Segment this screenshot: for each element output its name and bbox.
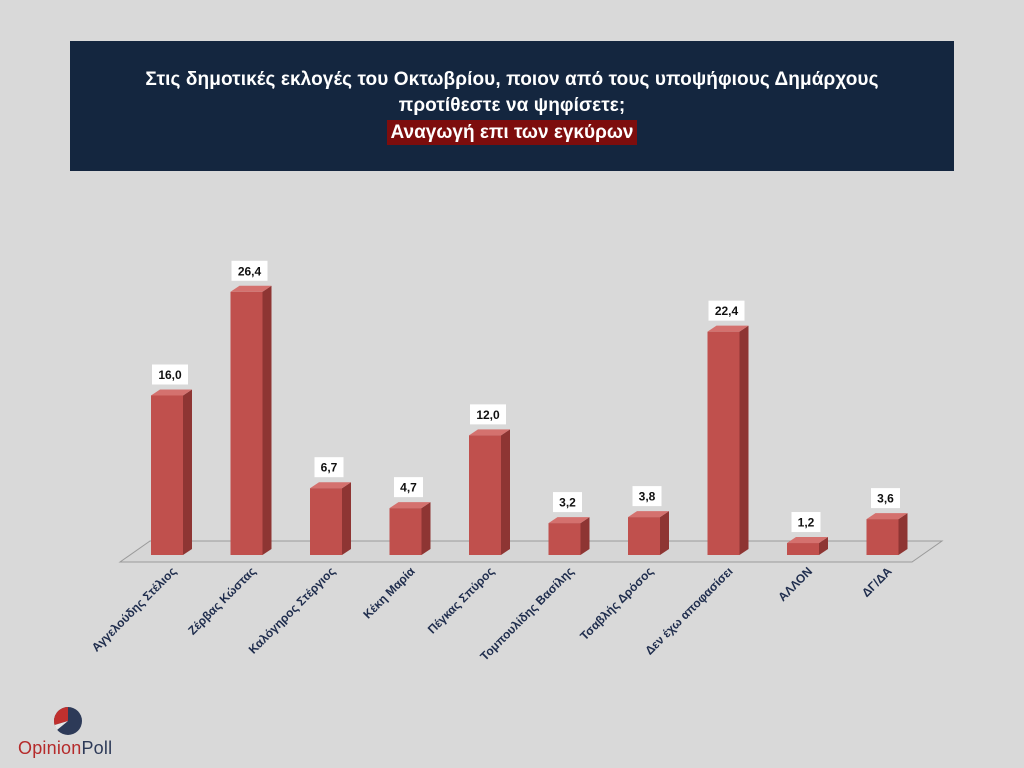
bar	[866, 513, 908, 555]
data-labels-group: 16,0 26,4 6,7 4,7 12,0 3,2 3,8 22,4 1,2 3,6	[152, 260, 900, 533]
data-label-text: 3,8	[639, 490, 656, 504]
logo-wordmark: OpinionPoll	[18, 738, 112, 759]
bar	[230, 285, 272, 555]
category-label: Τσαβλής Δρόσος	[577, 564, 656, 643]
bar-top	[151, 389, 192, 396]
data-label: 26,4	[231, 260, 268, 281]
bar-front	[866, 519, 899, 555]
data-label-box	[394, 477, 423, 498]
category-label: Κέκη Μαρία	[360, 564, 418, 622]
bar	[787, 537, 828, 555]
bar-side	[421, 502, 431, 555]
bar-top	[548, 517, 590, 524]
category-labels-group: Αγγελούδης Στέλιος Ζέρβας ΚώσταςΚαλόγηρος…	[89, 564, 895, 664]
data-label-box	[553, 492, 582, 513]
bar-side	[660, 511, 669, 555]
bar-top	[469, 429, 510, 436]
bar-front	[310, 488, 342, 555]
data-label-text: 22,4	[715, 304, 739, 318]
bar-top	[787, 537, 828, 544]
data-label-text: 3,2	[559, 496, 576, 510]
data-label-text: 16,0	[158, 368, 182, 382]
category-label: Ζέρβας Κώστας	[185, 564, 258, 637]
bars-group	[151, 285, 908, 555]
data-label-box	[632, 486, 662, 507]
bar-front	[707, 331, 740, 555]
data-label: 16,0	[152, 364, 188, 385]
bar	[389, 502, 431, 555]
bar	[707, 325, 749, 555]
bar-side	[262, 285, 272, 555]
data-label: 1,2	[791, 512, 821, 533]
logo-word-opinion: Opinion	[18, 738, 82, 758]
bar-top	[866, 513, 908, 520]
category-label: Πέγκας Σπύρος	[425, 564, 497, 636]
data-label-text: 12,0	[476, 408, 500, 422]
bar	[151, 389, 192, 555]
bar-front	[469, 435, 501, 555]
category-label: Τομπουλίδης Βασίλης	[477, 564, 576, 663]
logo-word-poll: Poll	[81, 738, 113, 758]
title-banner: Στις δημοτικές εκλογές του Οκτωβρίου, πο…	[70, 41, 954, 171]
chart-title-line-1: Στις δημοτικές εκλογές του Οκτωβρίου, πο…	[145, 69, 879, 90]
data-label-box	[231, 260, 268, 281]
bar-side	[501, 429, 510, 555]
bar-front	[628, 517, 660, 555]
bar-side	[342, 482, 351, 555]
bar	[469, 429, 510, 555]
data-label-text: 26,4	[238, 264, 262, 278]
category-label: Καλόγηρος Στέργιος	[246, 564, 338, 656]
bar-front	[787, 543, 819, 555]
data-label-text: 4,7	[400, 481, 417, 495]
data-label: 12,0	[470, 404, 506, 425]
category-label: Αγγελούδης Στέλιος	[89, 564, 179, 654]
opinionpoll-logo: OpinionPoll	[18, 706, 118, 762]
bar-top	[628, 511, 669, 518]
bar-top	[310, 482, 351, 489]
bar-side	[739, 325, 749, 555]
data-label: 6,7	[314, 457, 344, 478]
category-label: ΔΓ/ΔΑ	[859, 564, 895, 600]
data-label: 3,2	[553, 492, 582, 513]
bar	[628, 511, 669, 555]
data-label: 3,6	[871, 488, 900, 509]
data-label: 4,7	[394, 477, 423, 498]
data-label-text: 6,7	[321, 461, 338, 475]
data-label-text: 3,6	[877, 492, 894, 506]
bar	[310, 482, 351, 555]
data-label-box	[871, 488, 900, 509]
data-label-box	[470, 404, 506, 425]
bar-top	[707, 325, 749, 332]
bar-top	[389, 502, 431, 509]
bar-side	[819, 537, 828, 555]
data-label-box	[791, 512, 821, 533]
bar-front	[389, 508, 422, 555]
bar-side	[898, 513, 908, 555]
bar	[548, 517, 590, 555]
chart-title-line-2: προτίθεστε να ψηφίσετε;	[398, 95, 626, 116]
bar-top	[230, 285, 272, 292]
opinionpoll-logo-icon	[54, 707, 82, 735]
data-label-text: 1,2	[798, 516, 815, 530]
chart-subtitle: Αναγωγή επι των εγκύρων	[386, 120, 638, 145]
category-label: ΑΛΛΟΝ	[775, 564, 815, 604]
data-label: 3,8	[632, 486, 662, 507]
bar-front	[548, 523, 581, 555]
category-label: Δεν έχω αποφασίσει	[642, 564, 735, 657]
data-label: 22,4	[708, 300, 745, 321]
data-label-box	[152, 364, 188, 385]
data-label-box	[314, 457, 344, 478]
bar-front	[151, 395, 183, 555]
data-label-box	[708, 300, 745, 321]
bar-side	[183, 389, 192, 555]
bar-front	[230, 291, 263, 555]
bar-side	[580, 517, 590, 555]
